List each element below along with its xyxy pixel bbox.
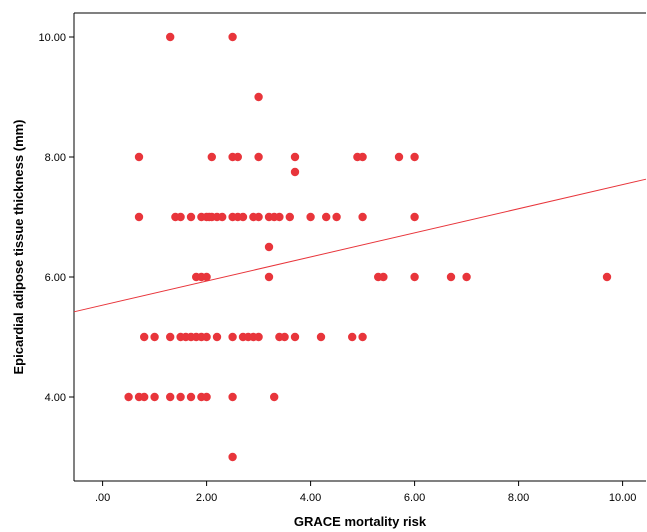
data-point	[379, 272, 388, 282]
data-point	[410, 272, 419, 282]
data-point	[150, 392, 159, 402]
data-point	[233, 152, 242, 162]
data-point	[140, 332, 149, 342]
data-point	[202, 392, 211, 402]
data-point	[264, 242, 274, 252]
x-axis-title: GRACE mortality risk	[294, 514, 427, 529]
data-point	[166, 392, 175, 402]
data-point	[166, 32, 175, 42]
data-point	[140, 392, 149, 402]
y-axis: 4.00 6.00 8.00 10.00	[38, 32, 74, 404]
fit-line-layer	[73, 178, 647, 313]
data-point	[186, 392, 196, 402]
plot-frame	[73, 12, 646, 482]
data-point	[207, 152, 216, 162]
data-point	[218, 212, 227, 222]
data-point	[254, 212, 263, 222]
x-tick-label: .00	[95, 492, 110, 504]
data-point	[176, 212, 185, 222]
points-layer	[124, 32, 612, 462]
data-point	[290, 167, 300, 177]
data-point	[348, 332, 357, 342]
data-point	[228, 332, 237, 342]
data-point	[358, 332, 367, 342]
data-point	[290, 152, 300, 162]
data-point	[322, 212, 331, 222]
data-point	[306, 212, 315, 222]
data-point	[332, 212, 341, 222]
data-point	[462, 272, 471, 282]
data-point	[358, 212, 367, 222]
data-point	[410, 152, 419, 162]
plot-background	[74, 13, 646, 481]
y-axis-title: Epicardial adipose tissue thickness (mm)	[11, 119, 26, 374]
data-point	[280, 332, 289, 342]
data-point	[394, 152, 404, 162]
data-point	[228, 32, 237, 42]
x-tick-label: 6.00	[404, 492, 425, 504]
data-point	[176, 392, 185, 402]
data-point	[264, 272, 274, 282]
data-point	[358, 152, 367, 162]
data-point	[254, 152, 263, 162]
data-point	[212, 332, 222, 342]
x-tick-label: 10.00	[609, 492, 637, 504]
y-tick-label: 6.00	[45, 272, 66, 284]
data-point	[238, 212, 248, 222]
data-point	[228, 452, 237, 462]
data-point	[254, 332, 263, 342]
data-point	[166, 332, 175, 342]
data-point	[446, 272, 456, 282]
data-point	[270, 392, 279, 402]
data-point	[285, 212, 294, 222]
data-point	[410, 212, 419, 222]
data-point	[290, 332, 300, 342]
x-tick-label: 4.00	[300, 492, 321, 504]
data-point	[124, 392, 133, 402]
data-point	[186, 212, 196, 222]
data-point	[602, 272, 612, 282]
data-point	[202, 272, 211, 282]
fit-line	[73, 178, 647, 313]
data-point	[134, 212, 144, 222]
y-tick-label: 8.00	[45, 152, 66, 164]
data-point	[202, 332, 211, 342]
data-point	[134, 152, 144, 162]
x-axis: .00 2.00 4.00 6.00 8.00 10.00	[95, 481, 636, 504]
y-tick-label: 4.00	[45, 392, 66, 404]
y-tick-label: 10.00	[38, 32, 66, 44]
data-point	[254, 92, 263, 102]
data-point	[316, 332, 326, 342]
x-tick-label: 2.00	[196, 492, 217, 504]
x-tick-label: 8.00	[508, 492, 529, 504]
data-point	[228, 392, 237, 402]
data-point	[275, 212, 284, 222]
data-point	[150, 332, 159, 342]
